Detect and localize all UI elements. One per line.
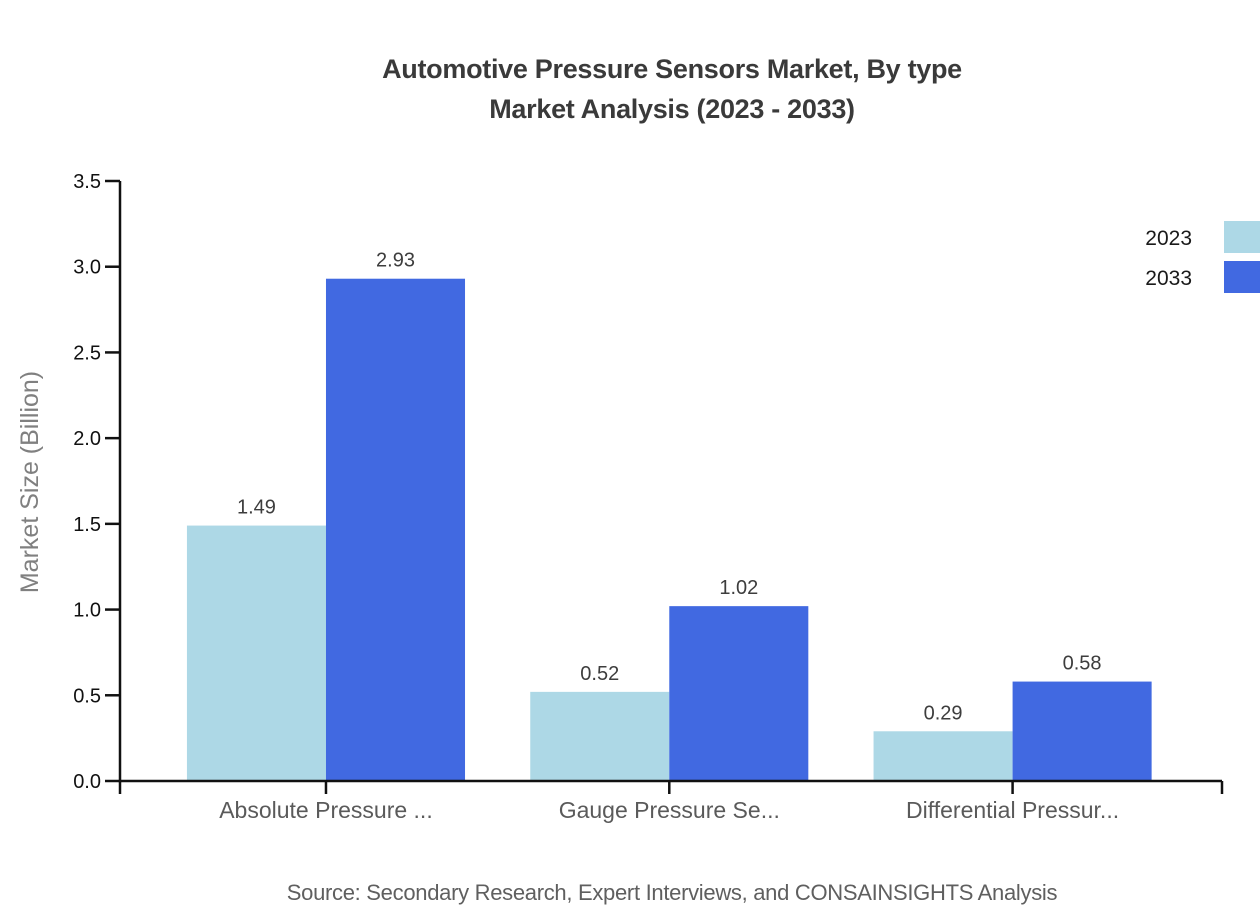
chart-title-line-2: Market Analysis (2023 - 2033)	[489, 94, 855, 124]
bar-2023-0	[186, 525, 326, 781]
y-tick-label: 3.5	[73, 171, 101, 193]
bar-value-label: 0.29	[924, 702, 963, 724]
bar-2033-1	[669, 606, 809, 781]
bar-value-label: 0.52	[580, 663, 619, 685]
bars-layer: 1.49 0.52 0.29 2.93 1.02 0.58	[186, 250, 1152, 781]
bar-2033-2	[1012, 681, 1152, 781]
y-tick-label: 1.0	[73, 600, 101, 622]
y-tick-label: 3.0	[73, 257, 101, 279]
legend-swatch-2033	[1224, 261, 1260, 293]
bar-2023-2	[873, 731, 1013, 781]
x-category-label: Absolute Pressure ...	[219, 797, 433, 823]
y-tick-label: 0.0	[73, 771, 101, 793]
y-tick-label: 0.5	[73, 685, 101, 707]
bar-value-label: 1.49	[237, 497, 276, 519]
legend-label-2023: 2023	[1145, 227, 1192, 250]
bar-value-label: 0.58	[1063, 653, 1102, 675]
legend: 2023 2033	[1145, 221, 1260, 293]
y-axis-title: Market Size (Billion)	[16, 371, 44, 593]
y-tick-label: 2.0	[73, 428, 101, 450]
legend-swatch-2023	[1224, 221, 1260, 253]
chart-title-line-1: Automotive Pressure Sensors Market, By t…	[382, 54, 962, 84]
bar-2023-1	[530, 691, 670, 781]
x-category-label: Gauge Pressure Se...	[559, 797, 780, 823]
axes-layer: 0.0 0.5 1.0 1.5 2.0 2.5 3.0 3.5 Absolute Pressur…	[73, 171, 1224, 823]
bar-value-label: 1.02	[719, 577, 758, 599]
bar-2033-0	[325, 278, 466, 781]
x-category-label: Differential Pressur...	[906, 797, 1119, 823]
y-tick-label: 2.5	[73, 342, 101, 364]
source-note: Source: Secondary Research, Expert Inter…	[287, 880, 1058, 905]
y-tick-label: 1.5	[73, 514, 101, 536]
bar-value-label: 2.93	[376, 250, 415, 272]
legend-label-2033: 2033	[1145, 267, 1192, 290]
